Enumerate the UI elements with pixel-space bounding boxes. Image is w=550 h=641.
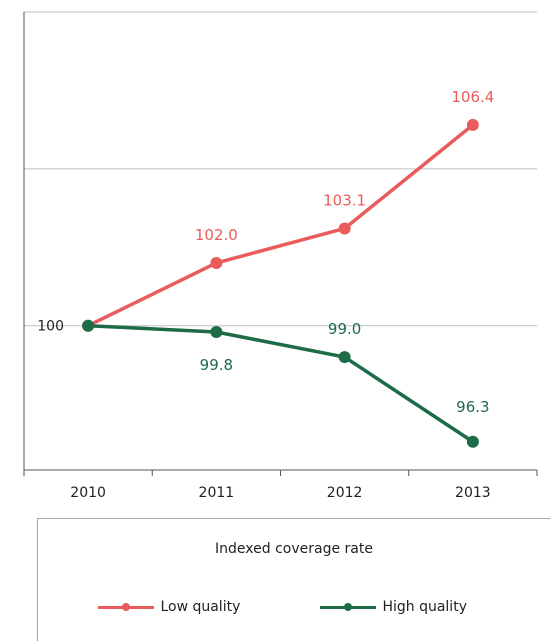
data-label-high-quality-2011: 99.8	[200, 356, 233, 374]
x-tick-label-2012: 2012	[327, 485, 363, 501]
x-tick-label-2011: 2011	[199, 485, 235, 501]
series-line-low-quality	[86, 123, 475, 328]
data-point-low-quality-2012	[338, 222, 351, 235]
legend-item-low-quality: Low quality	[98, 599, 240, 615]
series-group: 102.0 103.1 106.4 99.8 99.0 96.3	[82, 88, 494, 448]
data-label-low-quality-2012: 103.1	[323, 191, 366, 209]
data-label-high-quality-2012: 99.0	[328, 320, 361, 338]
y-axis-tick-labels: 100	[37, 319, 64, 335]
x-axis-ticks	[23, 470, 538, 476]
x-axis-tick-labels: 2010 2011 2012 2013	[70, 485, 490, 501]
line-chart: 2010 2011 2012 2013 100 102.0 103.1 106.4 99.8…	[23, 11, 538, 501]
data-point-high-quality-2011	[210, 325, 223, 338]
legend-label-high-quality: High quality	[382, 599, 467, 615]
data-label-high-quality-2013: 96.3	[456, 398, 489, 416]
y-tick-label-100: 100	[37, 319, 64, 335]
data-point-low-quality-2013	[466, 118, 479, 131]
gridlines	[24, 11, 537, 327]
legend-title: Indexed coverage rate	[215, 541, 373, 557]
series-line-high-quality	[86, 323, 475, 444]
legend-item-high-quality: High quality	[320, 599, 467, 615]
data-label-low-quality-2011: 102.0	[195, 226, 238, 244]
data-point-high-quality-2013	[466, 435, 479, 448]
data-label-low-quality-2013: 106.4	[451, 88, 494, 106]
legend: Indexed coverage rate Low quality High q…	[37, 518, 550, 641]
data-point-low-quality-2011	[210, 256, 223, 269]
data-point-high-quality-2012	[338, 351, 351, 364]
legend-swatch-low-quality	[98, 602, 154, 611]
x-tick-label-2013: 2013	[455, 485, 491, 501]
legend-label-low-quality: Low quality	[160, 599, 241, 615]
x-tick-label-2010: 2010	[70, 485, 106, 501]
legend-swatch-high-quality	[320, 602, 376, 611]
data-point-high-quality-2010	[82, 319, 95, 332]
